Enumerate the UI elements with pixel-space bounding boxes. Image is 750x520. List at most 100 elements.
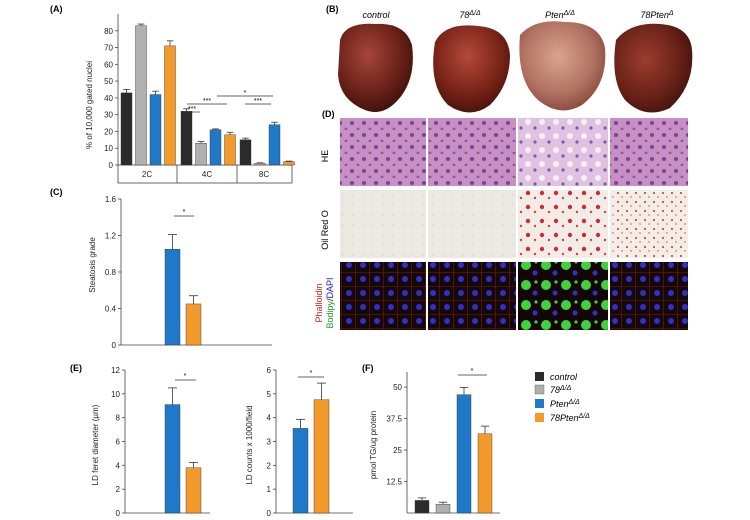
row-label-oil: Oil Red O [320,210,330,250]
y-tick-label: 1.6 [105,195,117,204]
y-tick-label: 60 [104,60,113,69]
bar-2c-3 [164,45,176,166]
group-label-4c: 4C [202,170,212,179]
bar-pten [292,428,309,514]
fl-control [340,262,426,330]
fl-pten [518,262,608,330]
bar-3 [477,433,493,514]
y-tick-label: 0 [112,341,117,350]
oil-78pten [610,190,688,258]
row-label-stain-2: Bodipy/DAPI [325,277,335,328]
histology-grid: HE Oil Red O Phalloidin Bodipy/DAPI [314,118,688,330]
panel-letter-c: (C) [50,187,63,197]
tg-chart: (F) pmol TG/ug protein 12.5 25 37.5 50 * [362,363,500,514]
sig-marker: *** [254,98,262,105]
legend-label: control [550,372,578,382]
y-tick-label: 2 [116,485,121,494]
he-78pten [610,118,688,186]
y-tick-label: 8 [116,414,121,423]
row-label-stain: Phalloidin [314,283,324,322]
he-78 [428,118,516,186]
y-tick-label: 0 [267,509,272,518]
y-tick-label: 20 [104,127,113,136]
y-tick-label: 12 [111,366,120,375]
y-tick-label: 5 [267,390,272,399]
bar-8c-3 [283,161,295,166]
oil-pten [518,190,608,258]
steatosis-chart: (C) Steatosis grade 0 0.4 0.8 1.2 1.6 * [50,187,272,350]
liver-78pten [614,23,693,113]
row-label-he: HE [320,150,330,163]
y-tick-label: 6 [116,438,121,447]
liver-78 [433,25,510,113]
liver-col-label: control [362,10,390,20]
y-tick-label: 10 [104,144,113,153]
bar-pten [164,248,181,346]
legend-swatch-78pten [535,413,544,422]
y-axis-label: Steatosis grade [88,237,97,293]
bar-pten [164,404,181,514]
legend-label: 78PtenΔ/Δ [550,413,590,423]
bar-0 [414,500,430,514]
bar-2c-2 [149,94,162,166]
liver-control [338,23,413,113]
panel-letter-f: (F) [362,363,374,373]
sig-marker: *** [203,98,211,105]
liver-col-label: 78Δ/Δ [459,10,481,20]
liver-col-label: 78PtenΔ [640,10,674,20]
y-tick-label: 0.8 [105,268,117,277]
y-tick-label: 0 [109,161,114,170]
he-control [340,118,426,186]
y-tick-label: 25 [393,446,402,455]
legend-swatch-pten [535,399,544,408]
sig-marker: * [184,373,187,380]
y-tick-label: 30 [104,111,113,120]
y-tick-label: 70 [104,44,113,53]
y-tick-label: 6 [267,366,272,375]
y-axis-label: LD feret diameter (µm) [91,404,100,485]
y-tick-label: 50 [393,383,402,392]
oil-control [340,190,426,258]
fl-78pten [610,262,688,330]
bar-2c-0 [120,92,133,166]
y-tick-label: 3 [267,438,272,447]
y-tick-label: 4 [116,461,121,470]
y-tick-label: 0 [116,509,121,518]
ld-counts-chart: LD counts x 1000/field 0 1 2 3 4 5 6 * [245,366,353,518]
y-tick-label: 50 [104,77,113,86]
sig-marker: * [310,370,313,377]
y-axis-label: LD counts x 1000/field [245,405,254,484]
y-tick-label: 2 [267,461,272,470]
oil-78 [428,190,516,258]
bar-78pten [313,399,330,514]
sig-marker: * [471,368,474,375]
group-label-8c: 8C [259,170,269,179]
legend-swatch-78 [534,384,545,395]
legend-label: 78Δ/Δ [550,385,572,395]
y-tick-label: 1 [267,485,272,494]
bar-8c-0 [239,139,252,166]
y-tick-label: 4 [267,414,272,423]
bar-2 [456,394,472,514]
bar-78pten [185,467,202,514]
y-tick-label: 40 [104,94,113,103]
y-tick-label: 0.4 [105,305,117,314]
y-axis-label: pmol TG/ug protein [369,411,378,479]
panel-letter-d-box: (D) [322,104,340,119]
sig-marker: *** [188,106,196,113]
sig-marker: * [244,90,247,97]
ld-diameter-chart: (E) LD feret diameter (µm) 0 2 4 6 8 10 12 * [70,363,210,518]
bar-2c-1 [135,25,147,166]
bar-8c-1 [254,163,266,166]
flow-cytometry-chart: (A) % of 10,000 gated nuclei 0 10 20 30 40 50… [50,4,295,184]
legend-label: PtenΔ/Δ [550,399,580,409]
panel-letter-e: (E) [70,363,82,373]
liver-pten [519,21,606,111]
group-label-2c: 2C [142,170,152,179]
bar-8c-2 [268,124,281,166]
bar-1 [435,503,451,514]
y-axis-label: % of 10,000 gated nuclei [85,61,94,149]
bar-4c-1 [195,142,207,166]
bar-78pten [185,303,202,346]
bar-4c-3 [224,134,236,166]
